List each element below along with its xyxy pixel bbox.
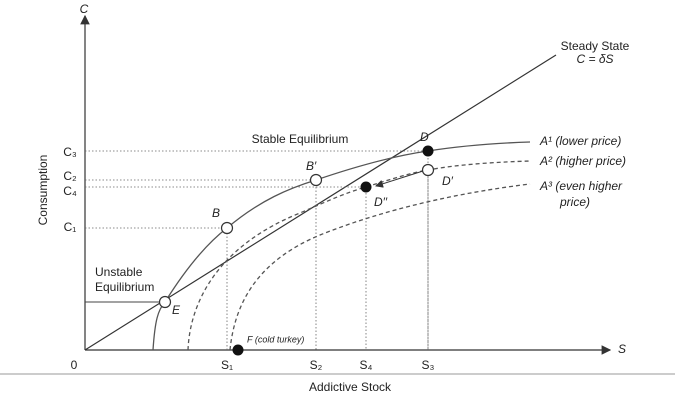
label-d: D (420, 130, 429, 144)
x-symbol: S (618, 342, 626, 356)
curve-a3 (229, 183, 531, 351)
unstable-label: Equilibrium (95, 280, 154, 294)
curve-a3-label: price) (559, 195, 590, 209)
curve-a1-label: A¹ (lower price) (539, 134, 621, 148)
x-tick: S₃ (422, 358, 435, 372)
y-tick: C₂ (63, 169, 77, 183)
point-b-prime (309, 173, 323, 187)
point-d (422, 145, 434, 157)
y-symbol: C (80, 2, 89, 16)
label-d-prime: D′ (442, 174, 454, 188)
steady-state-label: Steady State (561, 39, 630, 53)
label-e: E (172, 303, 181, 317)
curve-a2-label: A² (higher price) (539, 154, 626, 168)
curve-a2 (187, 160, 531, 351)
x-tick: S₂ (310, 358, 323, 372)
y-tick: C₁ (64, 220, 77, 234)
x-tick: S₁ (221, 358, 233, 372)
unstable-label: Unstable (95, 265, 143, 279)
label-b: B (212, 206, 220, 220)
curve-a1 (152, 141, 531, 351)
y-title: Consumption (36, 155, 50, 226)
label-f: F (cold turkey) (247, 334, 304, 344)
adjust-arrow (375, 170, 424, 188)
point-b (220, 221, 234, 235)
point-d-double-prime (360, 181, 372, 193)
label-d-double-prime: D′′ (374, 195, 388, 209)
y-tick: C₄ (63, 184, 77, 198)
point-e (158, 295, 172, 309)
steady-state-line (84, 54, 557, 351)
stable-label: Stable Equilibrium (252, 132, 349, 146)
label-b-prime: B′ (306, 159, 317, 173)
y-tick: C₃ (63, 145, 77, 159)
x-tick: S₄ (360, 358, 373, 372)
point-d-prime (421, 163, 435, 177)
guide-lines (85, 150, 429, 350)
point-f (232, 344, 244, 356)
origin: 0 (71, 358, 78, 372)
x-title: Addictive Stock (309, 380, 392, 394)
curve-a3-label: A³ (even higher (539, 179, 623, 193)
steady-state-equation: C = δS (576, 52, 613, 66)
